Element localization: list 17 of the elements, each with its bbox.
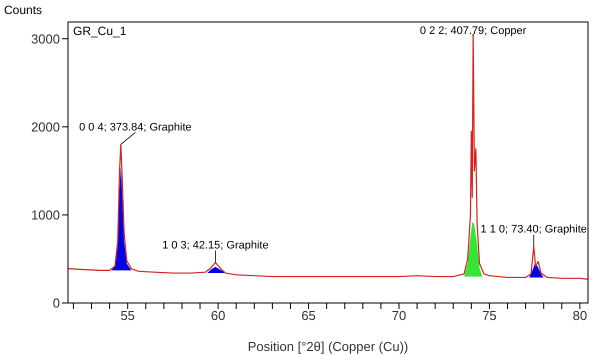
x-tick-label: 55 — [120, 308, 135, 324]
x-tick-label: 70 — [392, 308, 406, 324]
x-tick-label: 75 — [482, 308, 497, 324]
annotation: 1 1 0; 73.40; Graphite — [480, 224, 587, 236]
annotation: 1 0 3; 42.15; Graphite — [162, 239, 269, 252]
x-tick-label: 80 — [572, 308, 588, 324]
chart-title: GR_Cu_1 — [73, 24, 127, 38]
y-axis-title: Counts — [4, 3, 42, 17]
annotation: 0 0 4; 373.84; Graphite — [79, 121, 192, 134]
y-tick-label: 0 — [52, 296, 60, 311]
y-tick-label: 2000 — [31, 119, 60, 134]
annotation: 0 2 2; 407.79; Copper — [420, 25, 527, 37]
x-tick-label: 65 — [301, 308, 316, 324]
x-tick-label: 60 — [210, 308, 226, 324]
y-tick-label: 3000 — [31, 31, 60, 46]
x-axis-title: Position [°2θ] (Copper (Cu)) — [248, 339, 408, 354]
y-tick-label: 1000 — [31, 208, 60, 223]
